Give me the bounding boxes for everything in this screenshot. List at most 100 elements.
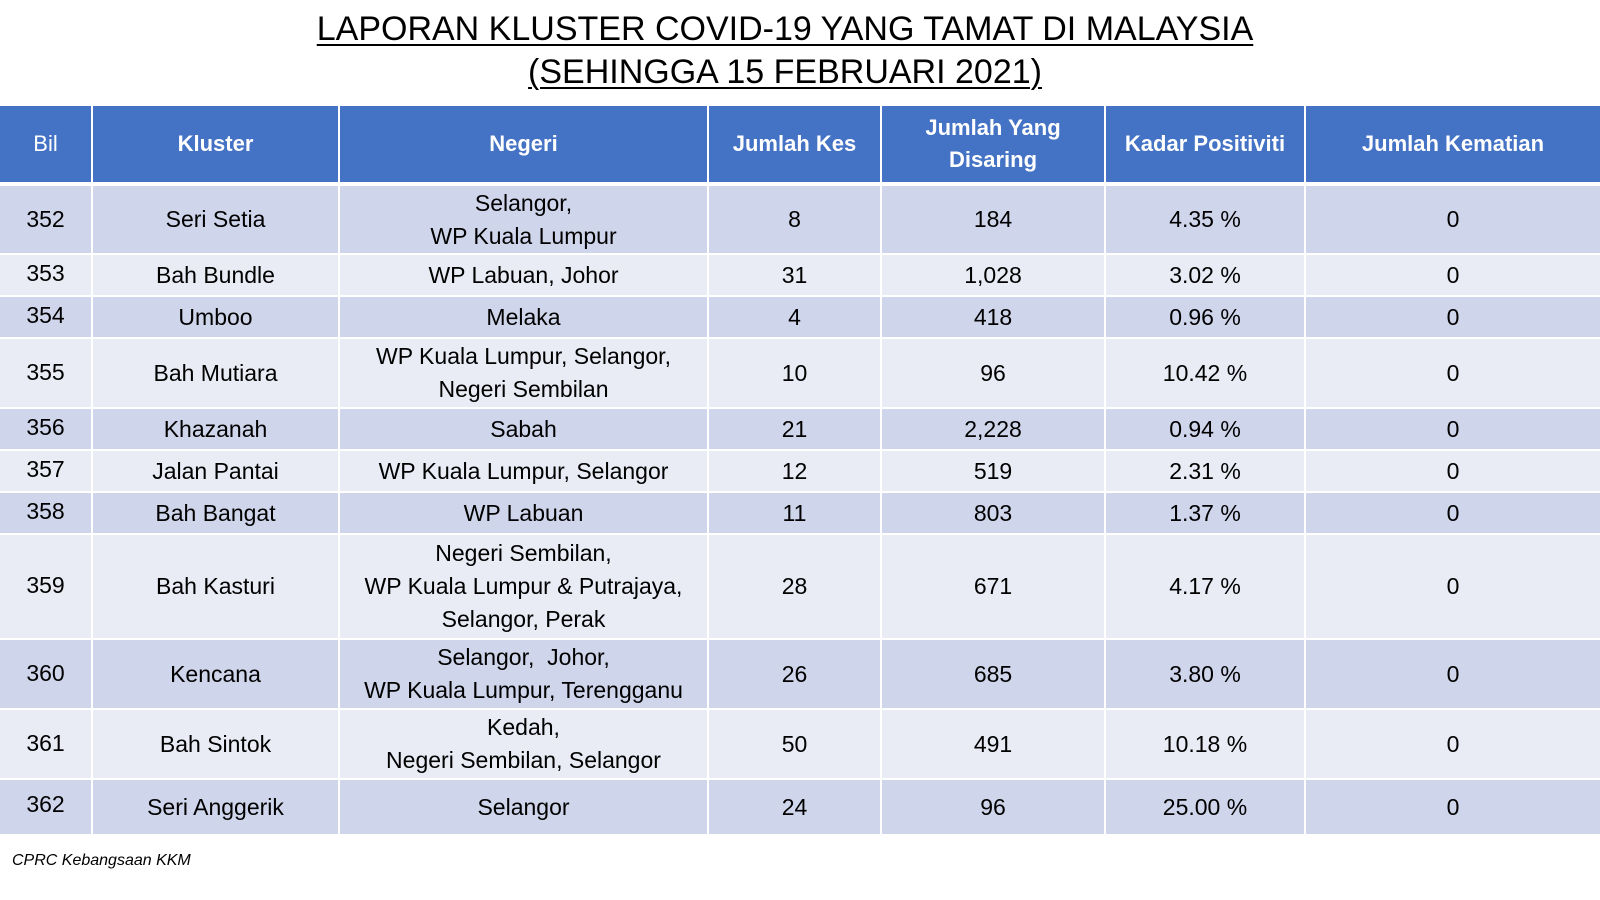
cell-jumlah-kematian: 0 xyxy=(1304,296,1600,339)
cell-negeri: WP Labuan xyxy=(338,492,708,535)
cell-negeri: Selangor xyxy=(338,779,708,836)
cell-kadar-positiviti: 25.00 % xyxy=(1104,779,1305,836)
source-note: CPRC Kebangsaan KKM xyxy=(12,852,191,869)
cell-bil: 358 xyxy=(0,492,92,535)
cell-jumlah-disaring: 2,228 xyxy=(880,408,1105,451)
cell-kluster: Bah Bangat xyxy=(91,492,339,535)
cell-jumlah-kematian: 0 xyxy=(1304,450,1600,493)
title-line-2: (SEHINGGA 15 FEBRUARI 2021) xyxy=(528,53,1042,91)
cell-bil: 354 xyxy=(0,296,92,339)
table-row: 361 Bah Sintok Kedah, Negeri Sembilan, S… xyxy=(0,709,1600,780)
header-kadar-positiviti: Kadar Positiviti xyxy=(1104,106,1305,186)
header-jumlah-kematian: Jumlah Kematian xyxy=(1304,106,1600,186)
table-row: 356 Khazanah Sabah 21 2,228 0.94 % 0 xyxy=(0,408,1600,451)
cell-jumlah-kes: 10 xyxy=(707,338,881,409)
cell-negeri: Selangor, Johor, WP Kuala Lumpur, Tereng… xyxy=(338,639,708,710)
cell-bil: 359 xyxy=(0,534,92,640)
cell-jumlah-disaring: 418 xyxy=(880,296,1105,339)
cell-kluster: Seri Anggerik xyxy=(91,779,339,836)
cell-negeri: Negeri Sembilan, WP Kuala Lumpur & Putra… xyxy=(338,534,708,640)
cell-bil: 353 xyxy=(0,254,92,297)
cell-jumlah-kes: 31 xyxy=(707,254,881,297)
cell-kadar-positiviti: 3.80 % xyxy=(1104,639,1305,710)
cell-kluster: Jalan Pantai xyxy=(91,450,339,493)
cell-jumlah-kes: 50 xyxy=(707,709,881,780)
cell-bil: 356 xyxy=(0,408,92,451)
cell-negeri: Kedah, Negeri Sembilan, Selangor xyxy=(338,709,708,780)
cell-jumlah-disaring: 803 xyxy=(880,492,1105,535)
cell-jumlah-kes: 8 xyxy=(707,184,881,255)
cell-jumlah-kematian: 0 xyxy=(1304,338,1600,409)
cell-jumlah-kes: 26 xyxy=(707,639,881,710)
header-kluster: Kluster xyxy=(91,106,339,186)
cell-jumlah-kematian: 0 xyxy=(1304,492,1600,535)
header-jumlah-disaring: Jumlah Yang Disaring xyxy=(880,106,1105,186)
table-row: 357 Jalan Pantai WP Kuala Lumpur, Selang… xyxy=(0,450,1600,493)
cell-kluster: Kencana xyxy=(91,639,339,710)
cell-jumlah-kematian: 0 xyxy=(1304,534,1600,640)
cell-kluster: Seri Setia xyxy=(91,184,339,255)
cell-bil: 361 xyxy=(0,709,92,780)
table-row: 354 Umboo Melaka 4 418 0.96 % 0 xyxy=(0,296,1600,339)
cell-kluster: Khazanah xyxy=(91,408,339,451)
cell-negeri: Sabah xyxy=(338,408,708,451)
title-line-1: LAPORAN KLUSTER COVID-19 YANG TAMAT DI M… xyxy=(316,10,1254,48)
cell-jumlah-kes: 21 xyxy=(707,408,881,451)
cell-kluster: Bah Sintok xyxy=(91,709,339,780)
cell-negeri: Melaka xyxy=(338,296,708,339)
cell-kadar-positiviti: 2.31 % xyxy=(1104,450,1305,493)
cell-jumlah-kes: 12 xyxy=(707,450,881,493)
cell-jumlah-disaring: 685 xyxy=(880,639,1105,710)
cluster-table: Bil Kluster Negeri Jumlah Kes Jumlah Yan… xyxy=(0,106,1600,836)
cell-kadar-positiviti: 1.37 % xyxy=(1104,492,1305,535)
cell-jumlah-kematian: 0 xyxy=(1304,709,1600,780)
table-row: 358 Bah Bangat WP Labuan 11 803 1.37 % 0 xyxy=(0,492,1600,535)
table-row: 353 Bah Bundle WP Labuan, Johor 31 1,028… xyxy=(0,254,1600,297)
cell-kadar-positiviti: 3.02 % xyxy=(1104,254,1305,297)
cell-jumlah-kes: 4 xyxy=(707,296,881,339)
cell-kluster: Bah Bundle xyxy=(91,254,339,297)
cell-jumlah-disaring: 96 xyxy=(880,338,1105,409)
cell-bil: 352 xyxy=(0,184,92,255)
cell-kadar-positiviti: 0.94 % xyxy=(1104,408,1305,451)
cell-kadar-positiviti: 0.96 % xyxy=(1104,296,1305,339)
cell-negeri: Selangor, WP Kuala Lumpur xyxy=(338,184,708,255)
header-jumlah-kes: Jumlah Kes xyxy=(707,106,881,186)
cell-jumlah-disaring: 1,028 xyxy=(880,254,1105,297)
cell-jumlah-kematian: 0 xyxy=(1304,779,1600,836)
header-bil: Bil xyxy=(0,106,92,186)
table-row: 355 Bah Mutiara WP Kuala Lumpur, Selango… xyxy=(0,338,1600,409)
cell-jumlah-disaring: 519 xyxy=(880,450,1105,493)
cell-jumlah-disaring: 184 xyxy=(880,184,1105,255)
cell-kluster: Bah Mutiara xyxy=(91,338,339,409)
cell-jumlah-disaring: 96 xyxy=(880,779,1105,836)
cell-kadar-positiviti: 4.35 % xyxy=(1104,184,1305,255)
cell-jumlah-kes: 24 xyxy=(707,779,881,836)
report-title: LAPORAN KLUSTER COVID-19 YANG TAMAT DI M… xyxy=(0,8,1570,94)
cell-kadar-positiviti: 10.42 % xyxy=(1104,338,1305,409)
cell-bil: 357 xyxy=(0,450,92,493)
cell-jumlah-disaring: 491 xyxy=(880,709,1105,780)
cell-bil: 360 xyxy=(0,639,92,710)
cell-jumlah-kematian: 0 xyxy=(1304,639,1600,710)
cell-bil: 355 xyxy=(0,338,92,409)
cell-jumlah-kematian: 0 xyxy=(1304,184,1600,255)
cell-kluster: Umboo xyxy=(91,296,339,339)
cell-kluster: Bah Kasturi xyxy=(91,534,339,640)
cell-bil: 362 xyxy=(0,779,92,836)
table-row: 359 Bah Kasturi Negeri Sembilan, WP Kual… xyxy=(0,534,1600,640)
cell-negeri: WP Kuala Lumpur, Selangor xyxy=(338,450,708,493)
table-row: 362 Seri Anggerik Selangor 24 96 25.00 %… xyxy=(0,779,1600,836)
cell-jumlah-kes: 28 xyxy=(707,534,881,640)
cell-negeri: WP Labuan, Johor xyxy=(338,254,708,297)
table-header-row: Bil Kluster Negeri Jumlah Kes Jumlah Yan… xyxy=(0,106,1600,186)
cell-negeri: WP Kuala Lumpur, Selangor, Negeri Sembil… xyxy=(338,338,708,409)
cell-jumlah-kematian: 0 xyxy=(1304,254,1600,297)
cell-jumlah-kes: 11 xyxy=(707,492,881,535)
cell-jumlah-disaring: 671 xyxy=(880,534,1105,640)
cell-jumlah-kematian: 0 xyxy=(1304,408,1600,451)
cell-kadar-positiviti: 4.17 % xyxy=(1104,534,1305,640)
cell-kadar-positiviti: 10.18 % xyxy=(1104,709,1305,780)
header-negeri: Negeri xyxy=(338,106,708,186)
table-row: 360 Kencana Selangor, Johor, WP Kuala Lu… xyxy=(0,639,1600,710)
